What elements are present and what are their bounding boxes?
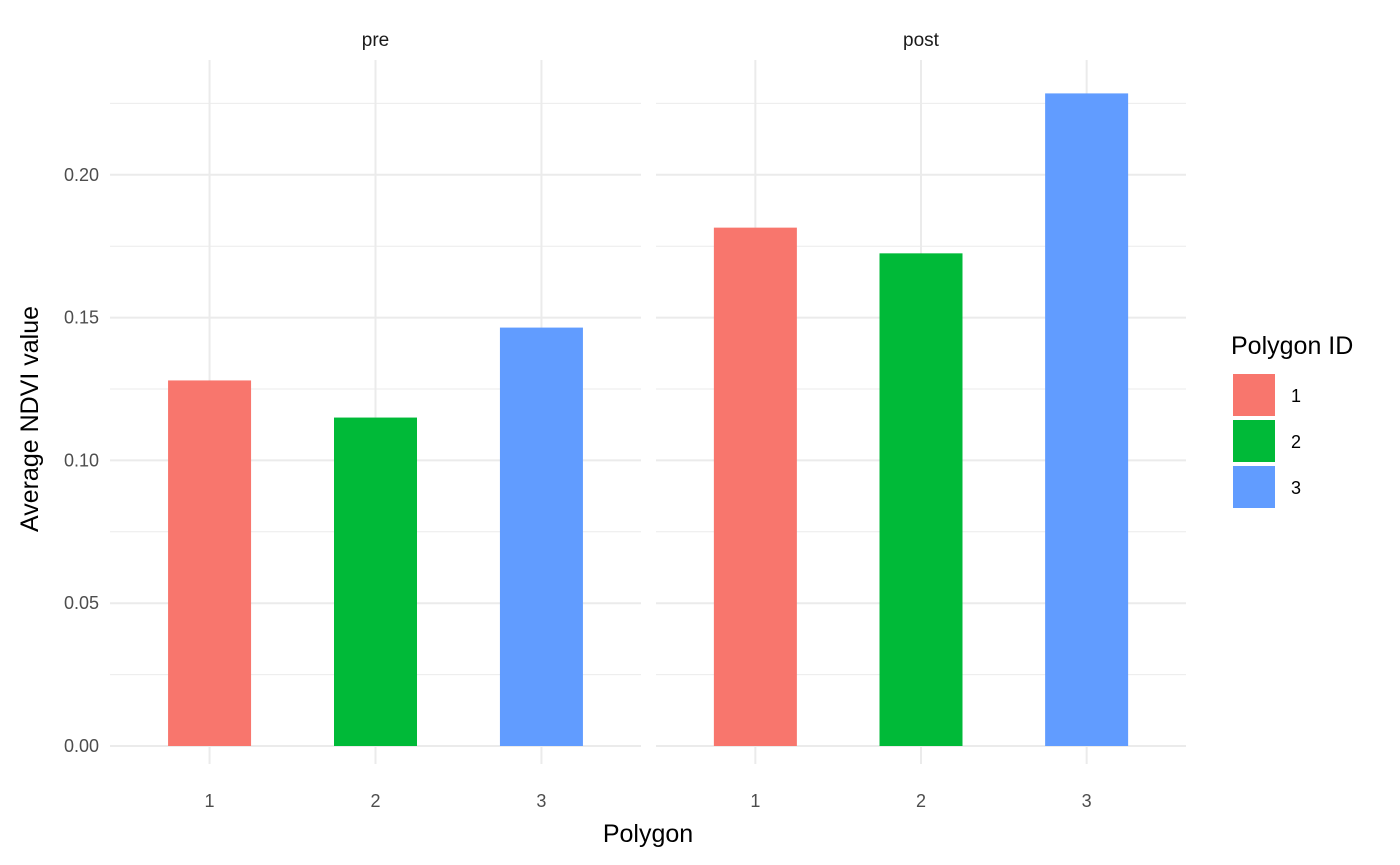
legend: Polygon ID 1 2 3 — [1231, 332, 1353, 508]
x-tick-label: 1 — [750, 791, 760, 811]
x-tick-label: 2 — [916, 791, 926, 811]
x-tick-label: 3 — [1082, 791, 1092, 811]
x-axis-title: Polygon — [603, 820, 693, 848]
x-tick-label: 3 — [536, 791, 546, 811]
chart-panels: pre 1 2 3 post 1 2 3 — [110, 30, 1186, 811]
legend-key-2 — [1233, 420, 1275, 462]
bar-post-polygon-2 — [879, 253, 963, 746]
x-tick-label: 1 — [205, 791, 215, 811]
x-tick-label: 2 — [370, 791, 380, 811]
legend-key-1 — [1233, 374, 1275, 416]
facet-panel-post: post 1 2 3 — [656, 30, 1186, 811]
y-tick-label: 0.15 — [64, 308, 99, 328]
y-tick-label: 0.00 — [64, 736, 99, 756]
legend-label-3: 3 — [1291, 478, 1301, 498]
legend-title: Polygon ID — [1231, 332, 1353, 360]
y-tick-label: 0.05 — [64, 593, 99, 613]
legend-key-3 — [1233, 466, 1275, 508]
legend-label-1: 1 — [1291, 386, 1301, 406]
bar-pre-polygon-2 — [334, 417, 417, 746]
bar-post-polygon-1 — [713, 227, 797, 747]
facet-panel-pre: pre 1 2 3 — [110, 30, 641, 811]
legend-label-2: 2 — [1291, 432, 1301, 452]
y-axis: 0.00 0.05 0.10 0.15 0.20 — [64, 165, 99, 756]
legend-items: 1 2 3 — [1233, 374, 1301, 508]
y-axis-title: Average NDVI value — [16, 306, 44, 532]
facet-label-post: post — [903, 30, 940, 51]
bar-pre-polygon-1 — [168, 380, 252, 746]
bar-post-polygon-3 — [1045, 93, 1129, 747]
y-tick-label: 0.10 — [64, 450, 99, 470]
bar-pre-polygon-3 — [499, 327, 583, 746]
facet-label-pre: pre — [362, 30, 389, 51]
y-tick-label: 0.20 — [64, 165, 99, 185]
